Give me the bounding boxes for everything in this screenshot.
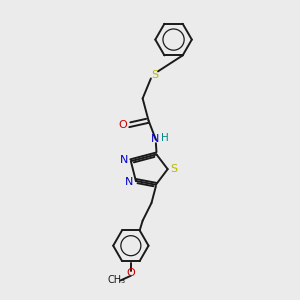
Text: H: H bbox=[161, 133, 169, 143]
Text: N: N bbox=[120, 155, 129, 165]
Text: S: S bbox=[171, 164, 178, 174]
Text: S: S bbox=[151, 70, 158, 80]
Text: N: N bbox=[151, 134, 160, 144]
Text: N: N bbox=[125, 177, 134, 188]
Text: O: O bbox=[118, 120, 127, 130]
Text: CH₃: CH₃ bbox=[108, 275, 126, 285]
Text: O: O bbox=[127, 268, 135, 278]
